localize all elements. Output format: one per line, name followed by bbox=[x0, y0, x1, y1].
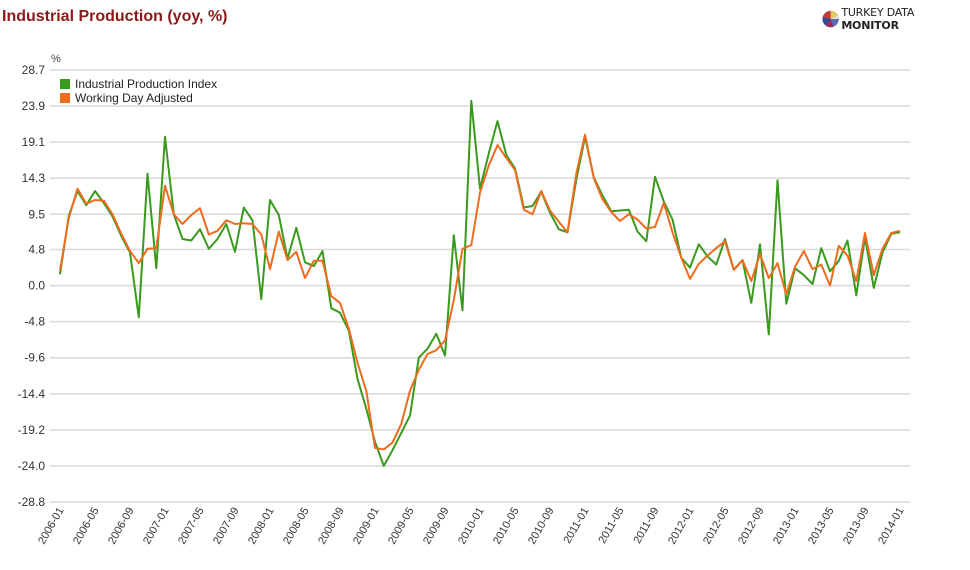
x-tick-label: 2013-05 bbox=[806, 506, 837, 547]
y-tick-label: -4.8 bbox=[24, 315, 45, 329]
x-tick-label: 2007-01 bbox=[141, 506, 172, 547]
y-tick-label: 19.1 bbox=[22, 135, 46, 149]
x-tick-label: 2006-09 bbox=[106, 506, 137, 547]
x-tick-label: 2009-09 bbox=[421, 506, 452, 547]
x-tick-label: 2012-01 bbox=[666, 506, 697, 547]
x-tick-label: 2008-01 bbox=[246, 506, 277, 547]
y-gridlines bbox=[50, 69, 910, 503]
x-tick-label: 2010-09 bbox=[526, 506, 557, 547]
x-axis-tick-labels: 2006-01 2006-05 2006-09 2007-01 2007-05 2007-… bbox=[36, 506, 907, 547]
x-tick-label: 2008-05 bbox=[281, 506, 312, 547]
x-tick-label: 2010-01 bbox=[456, 506, 487, 547]
y-tick-label: 14.3 bbox=[22, 171, 46, 185]
x-tick-label: 2013-09 bbox=[841, 506, 872, 547]
legend-swatch-green-icon bbox=[60, 79, 70, 89]
y-axis-tick-labels: 28.7 23.9 19.1 14.3 9.5 4.8 0.0 -4.8 -9.6 -14.4 -1… bbox=[18, 63, 46, 509]
y-tick-label: -14.4 bbox=[18, 387, 46, 401]
y-tick-label: 0.0 bbox=[28, 279, 45, 293]
logo-text: TURKEY DATA MONITOR bbox=[841, 6, 970, 32]
x-tick-label: 2006-01 bbox=[36, 506, 67, 547]
y-tick-label: -9.6 bbox=[24, 351, 45, 365]
x-tick-label: 2007-05 bbox=[176, 506, 207, 547]
x-tick-label: 2008-09 bbox=[316, 506, 347, 547]
logo-word-turkey-data: TURKEY DATA bbox=[841, 6, 915, 19]
legend-label-ipi: Industrial Production Index bbox=[75, 77, 218, 91]
series-lines bbox=[59, 99, 901, 467]
x-tick-label: 2012-05 bbox=[701, 506, 732, 547]
x-tick-label: 2011-09 bbox=[631, 506, 661, 546]
y-tick-label: 28.7 bbox=[22, 63, 46, 77]
x-tick-label: 2014-01 bbox=[876, 506, 907, 547]
y-tick-label: -28.8 bbox=[18, 495, 46, 509]
y-axis-unit-label: % bbox=[51, 53, 61, 65]
x-tick-label: 2006-05 bbox=[71, 506, 102, 547]
chart-title: Industrial Production (yoy, %) bbox=[2, 8, 228, 25]
x-tick-label: 2009-01 bbox=[351, 506, 382, 547]
x-tick-label: 2011-05 bbox=[596, 506, 626, 546]
y-tick-label: 9.5 bbox=[28, 207, 45, 221]
series-line-industrial-production-index[interactable] bbox=[59, 99, 901, 467]
chart-legend: Industrial Production Index Working Day … bbox=[60, 77, 217, 105]
brand-logo[interactable]: TURKEY DATA MONITOR bbox=[822, 6, 970, 32]
legend-item-wda[interactable]: Working Day Adjusted bbox=[60, 91, 217, 105]
y-tick-label: -19.2 bbox=[18, 423, 46, 437]
x-tick-label: 2010-05 bbox=[491, 506, 522, 547]
y-tick-label: 23.9 bbox=[22, 99, 46, 113]
x-tick-label: 2011-01 bbox=[561, 506, 591, 546]
x-tick-label: 2009-05 bbox=[386, 506, 417, 547]
pie-chart-logo-icon bbox=[822, 10, 839, 28]
y-tick-label: -24.0 bbox=[18, 459, 46, 473]
x-tick-label: 2013-01 bbox=[771, 506, 802, 547]
legend-swatch-orange-icon bbox=[60, 93, 70, 103]
x-tick-label: 2012-09 bbox=[736, 506, 767, 547]
x-tick-label: 2007-09 bbox=[211, 506, 242, 547]
legend-label-wda: Working Day Adjusted bbox=[75, 91, 193, 105]
y-tick-label: 4.8 bbox=[28, 243, 45, 257]
legend-item-ipi[interactable]: Industrial Production Index bbox=[60, 77, 217, 91]
logo-word-monitor: MONITOR bbox=[841, 19, 899, 32]
series-line-working-day-adjusted[interactable] bbox=[59, 133, 901, 451]
